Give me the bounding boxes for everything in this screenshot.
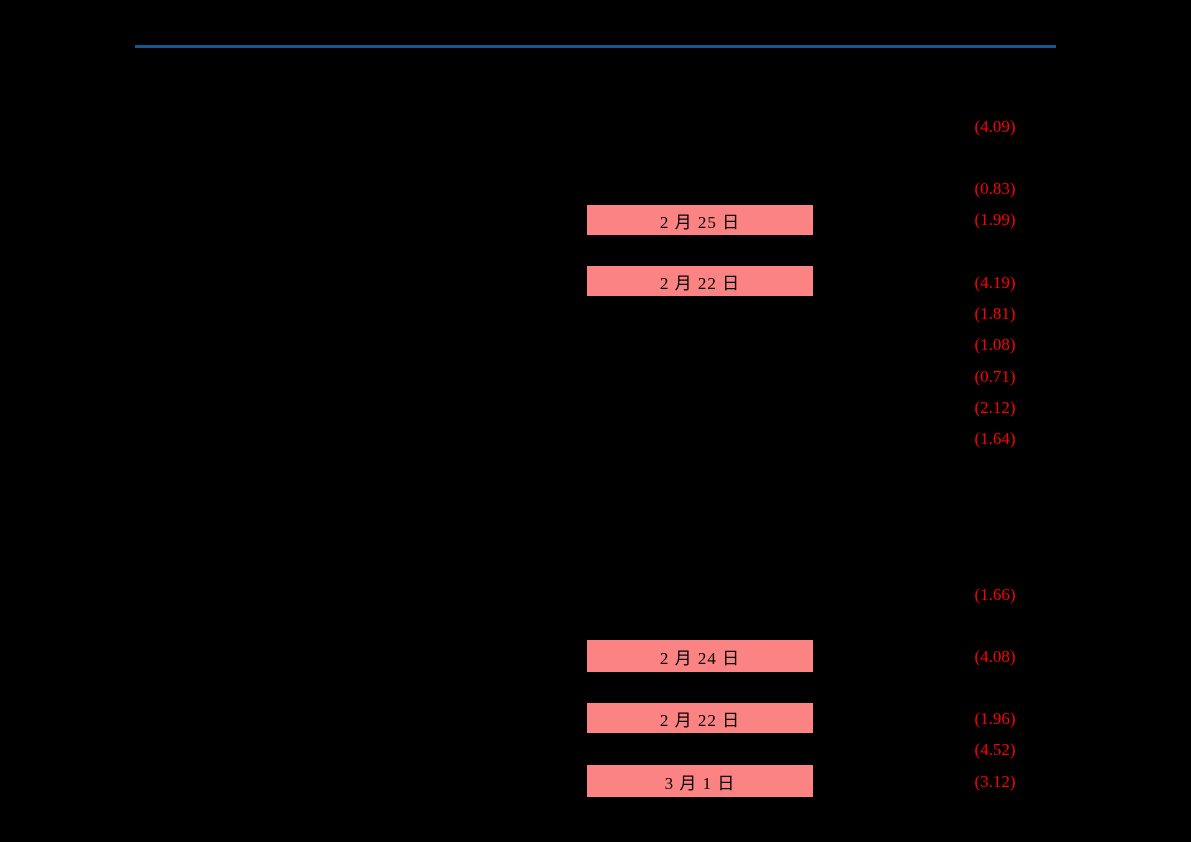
change-value: (1.81) bbox=[974, 304, 1016, 323]
change-value: (1.99) bbox=[974, 210, 1016, 229]
change-value: (3.12) bbox=[974, 772, 1016, 791]
header-divider-line bbox=[135, 45, 1056, 48]
change-value: (4.19) bbox=[974, 273, 1016, 292]
highlighted-date-cell: 2 月 22 日 bbox=[587, 703, 813, 733]
change-value: (4.08) bbox=[974, 647, 1016, 666]
highlighted-date-cell: 2 月 22 日 bbox=[587, 266, 813, 296]
change-value: (4.52) bbox=[974, 740, 1016, 759]
change-value: (1.64) bbox=[974, 429, 1016, 448]
change-value: (0.71) bbox=[974, 367, 1016, 386]
change-value: (1.66) bbox=[974, 585, 1016, 604]
change-value: (1.96) bbox=[974, 709, 1016, 728]
highlighted-date-cell: 2 月 25 日 bbox=[587, 205, 813, 235]
highlighted-date-cell: 3 月 1 日 bbox=[587, 765, 813, 797]
change-value: (4.09) bbox=[974, 117, 1016, 136]
change-value: (0.83) bbox=[974, 179, 1016, 198]
highlighted-date-cell: 2 月 24 日 bbox=[587, 640, 813, 672]
change-value: (2.12) bbox=[974, 398, 1016, 417]
change-value: (1.08) bbox=[974, 335, 1016, 354]
